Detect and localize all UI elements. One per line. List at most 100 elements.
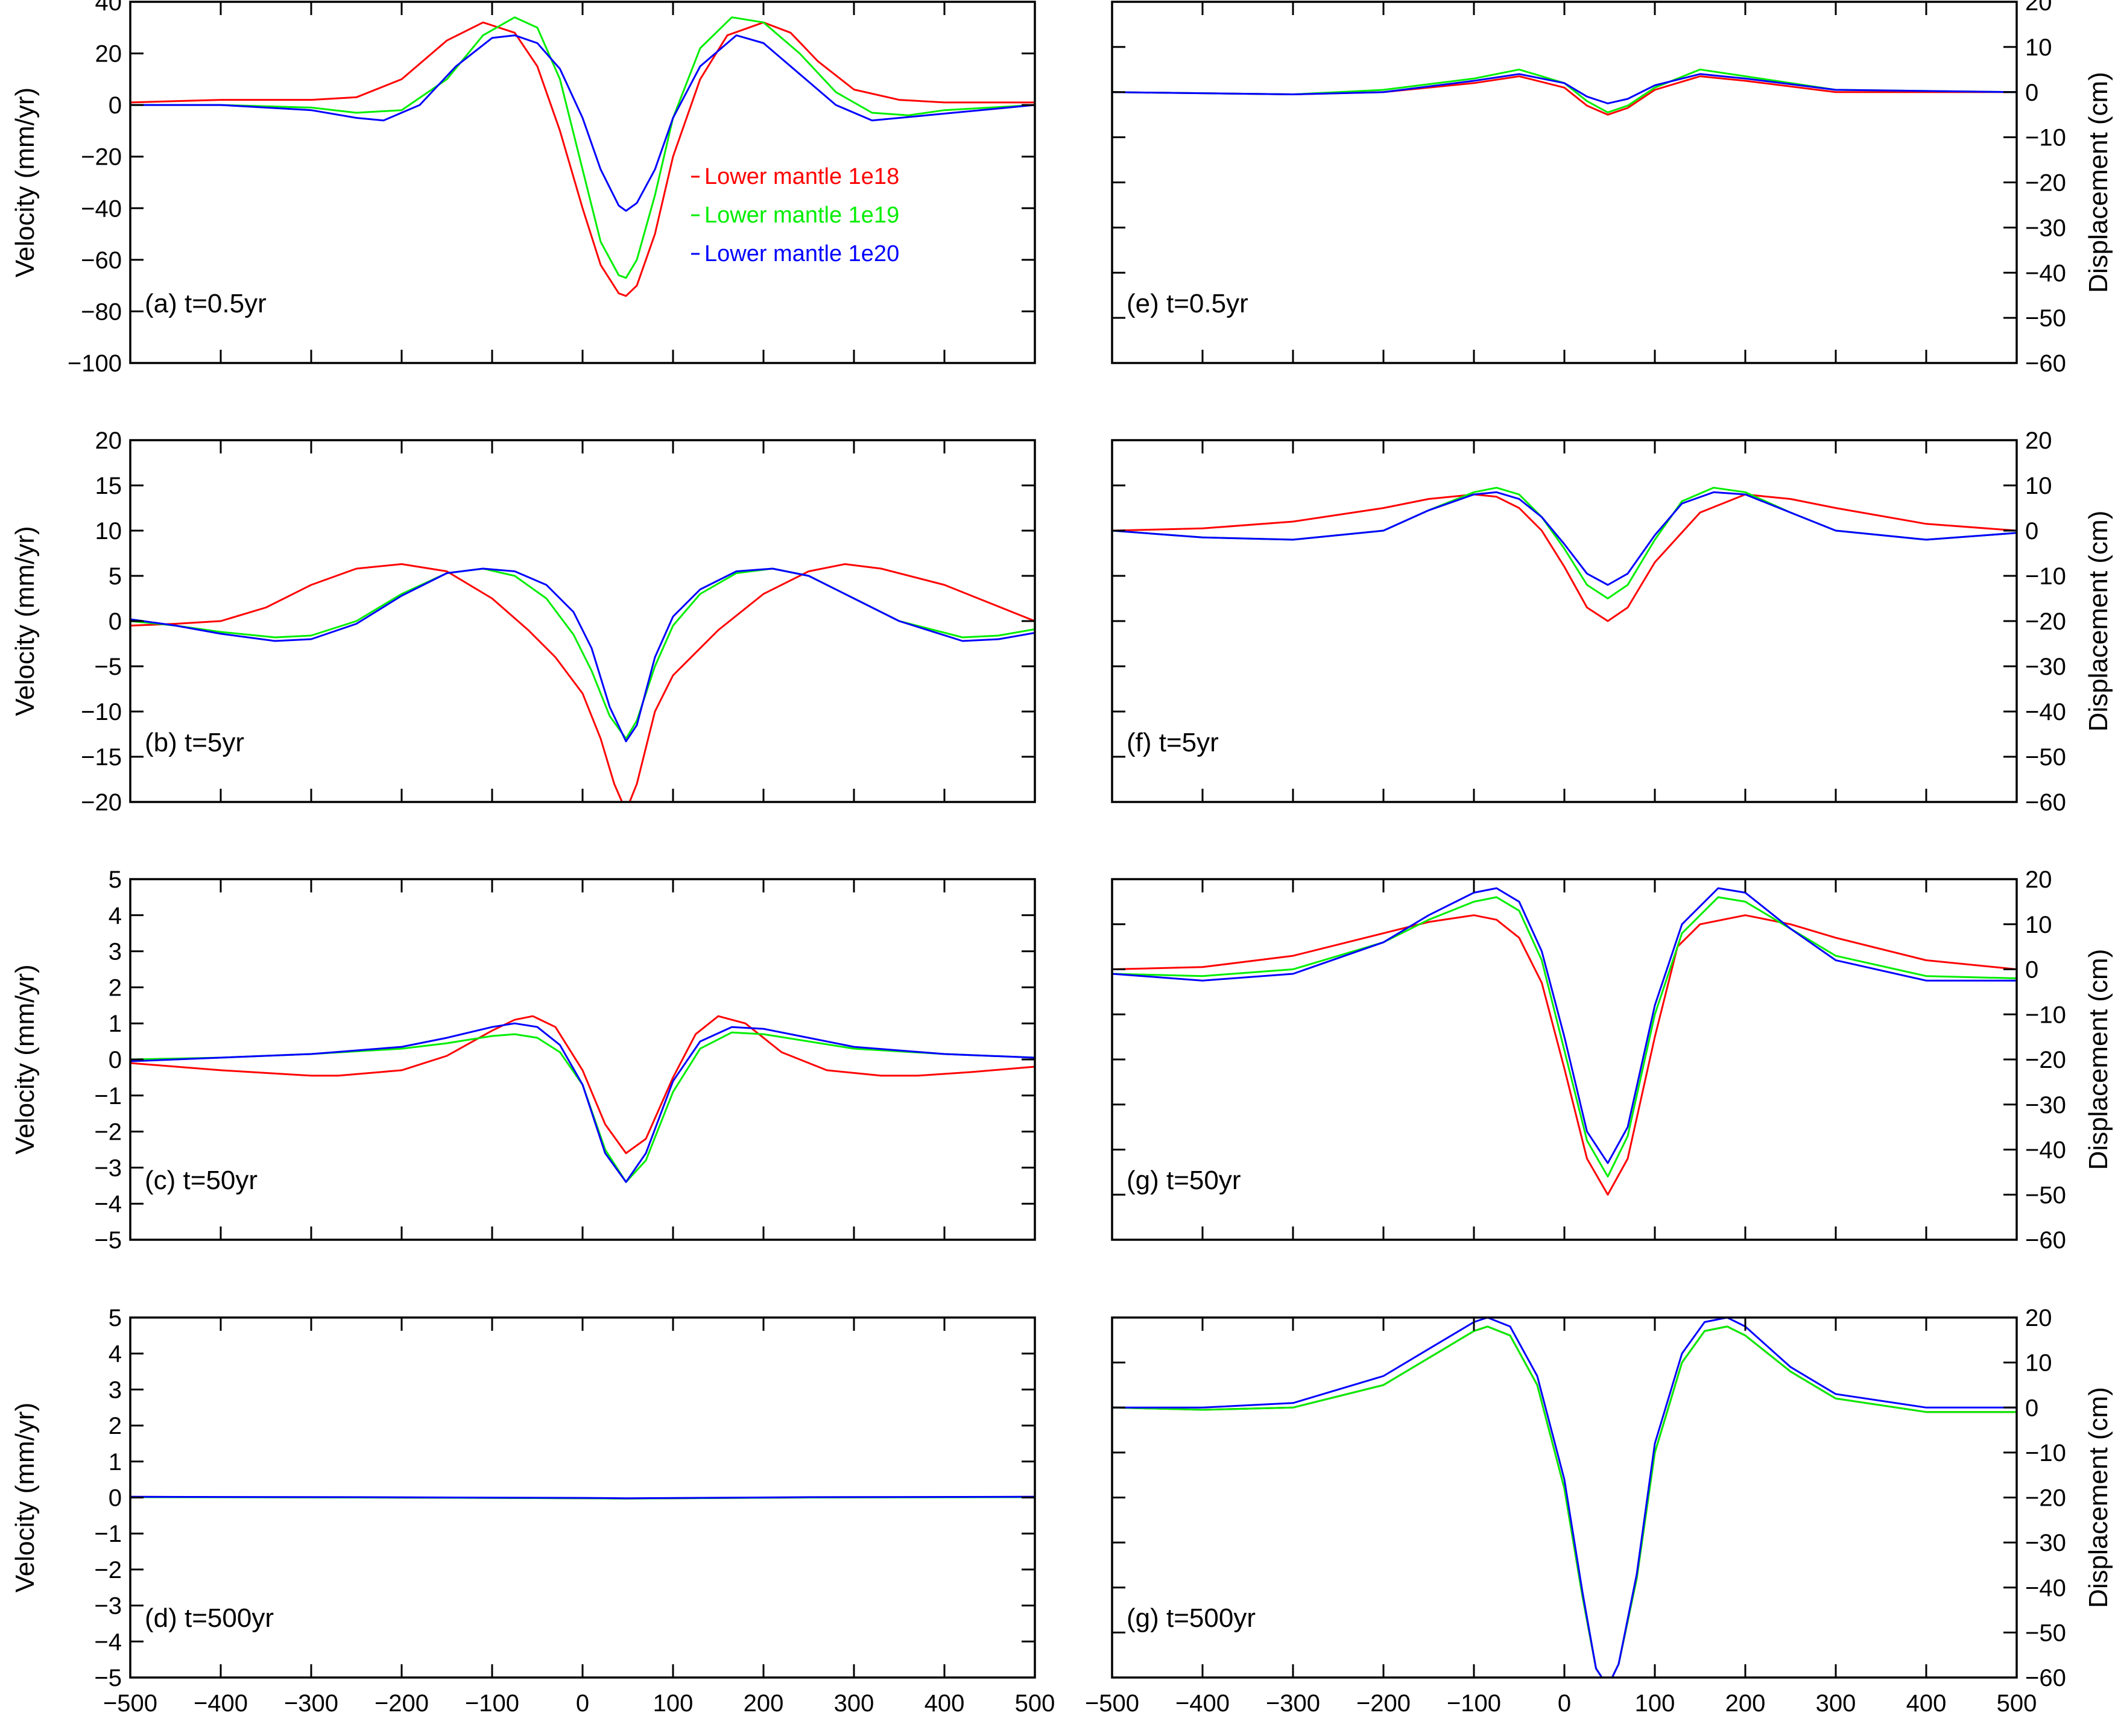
- y-tick-label: −2: [94, 1119, 122, 1146]
- x-tick-label: −200: [375, 1690, 429, 1717]
- x-tick-label: 500: [1015, 1690, 1055, 1717]
- y-axis-label: Displacement (cm): [2084, 511, 2113, 732]
- series-line-3: [130, 1495, 1035, 1500]
- x-tick-label: −500: [1085, 1690, 1139, 1717]
- series-line-2: [1112, 1325, 2017, 1678]
- legend-label-3: Lower mantle 1e20: [704, 241, 899, 267]
- y-tick-label: 0: [109, 1047, 122, 1073]
- y-tick-label: 1: [109, 1449, 122, 1476]
- y-tick-label: 4: [109, 1341, 122, 1368]
- series-line-1: [1112, 75, 2017, 116]
- y-tick-label: −3: [94, 1155, 122, 1181]
- y-axis-label: Displacement (cm): [2084, 1387, 2113, 1608]
- x-tick-label: 300: [1816, 1690, 1856, 1717]
- x-tick-label: −500: [103, 1690, 157, 1717]
- y-tick-label: 20: [2025, 0, 2052, 16]
- y-tick-label: −10: [2025, 125, 2066, 151]
- panel-label: (c) t=50yr: [145, 1166, 258, 1195]
- y-axis-label: Displacement (cm): [2084, 949, 2113, 1170]
- y-tick-label: 20: [95, 41, 122, 68]
- y-tick-label: −10: [2025, 563, 2066, 590]
- panel-d: −500 −400 −300 −200 −100 0 100 200 300 400 500 −5 −4…: [10, 1305, 1055, 1717]
- y-tick-label: −20: [81, 144, 122, 171]
- series-group: [130, 1495, 1035, 1500]
- plot-frame: [129, 878, 1036, 1241]
- series-line-2: [1112, 896, 2017, 1178]
- y-tick-label: 3: [109, 1377, 122, 1403]
- panel-label: (e) t=0.5yr: [1127, 289, 1248, 318]
- series-line-1: [130, 21, 1035, 297]
- y-tick-label: −100: [68, 350, 122, 377]
- y-tick-label: −60: [2025, 789, 2066, 816]
- x-tick-label: 200: [744, 1690, 784, 1717]
- y-tick-label: −10: [81, 699, 122, 725]
- series-line-3: [130, 567, 1035, 742]
- x-tick-label: 400: [925, 1690, 965, 1717]
- series-line-2: [1112, 68, 2017, 113]
- y-tick-label: 5: [109, 1305, 122, 1331]
- legend-label-2: Lower mantle 1e19: [704, 203, 899, 228]
- series-line-1: [130, 1015, 1035, 1154]
- panel-label: (f) t=5yr: [1127, 728, 1219, 757]
- panel-label: (a) t=0.5yr: [145, 289, 267, 318]
- y-axis-label: Velocity (mm/yr): [10, 1403, 40, 1592]
- y-tick-label: 10: [95, 518, 122, 544]
- series-line-2: [130, 1031, 1035, 1183]
- y-tick-label: −40: [81, 195, 122, 222]
- series-group: [1112, 487, 2017, 622]
- panel-e: −60 −50 −40 −30 −20 −10 0 10 20 Displacement (cm)…: [1111, 0, 2113, 377]
- y-tick-label: −15: [81, 744, 122, 771]
- y-tick-label: 0: [2025, 957, 2038, 983]
- y-tick-label: 20: [2025, 1305, 2052, 1331]
- series-line-3: [1112, 1318, 2017, 1678]
- legend-label-1: Lower mantle 1e18: [704, 164, 899, 189]
- y-tick-label: −5: [94, 1665, 122, 1691]
- y-tick-label: 1: [109, 1011, 122, 1037]
- y-tick-label: 10: [2025, 1350, 2052, 1377]
- y-tick-label: −30: [2025, 1092, 2066, 1119]
- series-line-2: [130, 567, 1035, 740]
- series-group: [130, 16, 1035, 297]
- series-group: [1112, 1318, 2017, 1678]
- series-line-1: [1112, 914, 2017, 1196]
- y-tick-label: −30: [2025, 1530, 2066, 1556]
- y-tick-label: −20: [2025, 608, 2066, 635]
- y-tick-label: 15: [95, 473, 122, 499]
- series-group: [1112, 68, 2017, 116]
- y-tick-label: 20: [95, 428, 122, 454]
- y-tick-label: −30: [2025, 215, 2066, 241]
- y-tick-label: 0: [109, 1485, 122, 1512]
- y-tick-label: −1: [94, 1083, 122, 1109]
- y-tick-label: −10: [2025, 1002, 2066, 1028]
- panel-label: (g) t=50yr: [1127, 1166, 1241, 1195]
- series-line-3: [1112, 887, 2017, 1164]
- x-tick-label: 500: [1997, 1690, 2037, 1717]
- y-tick-label: −1: [94, 1521, 122, 1547]
- y-tick-label: −5: [94, 1227, 122, 1254]
- y-tick-label: −10: [2025, 1440, 2066, 1466]
- y-tick-label: 0: [2025, 1395, 2038, 1421]
- y-tick-label: 0: [109, 92, 122, 119]
- y-tick-label: 20: [2025, 866, 2052, 893]
- y-tick-label: −40: [2025, 1575, 2066, 1602]
- plot-frame: [1111, 439, 2018, 803]
- y-tick-label: −80: [81, 298, 122, 325]
- panel-a: −100 −80 −60 −40 −20 0 20 40 Velocity (mm/yr) (a)…: [10, 0, 1036, 377]
- panel-g: −60 −50 −40 −30 −20 −10 0 10 20 Displacement (cm)…: [1111, 866, 2113, 1254]
- x-tick-label: 0: [576, 1690, 589, 1717]
- series-line-3: [130, 1022, 1035, 1183]
- y-tick-label: 10: [2025, 912, 2052, 938]
- y-tick-label: −50: [2025, 1620, 2066, 1646]
- y-axis-label: Velocity (mm/yr): [10, 964, 40, 1154]
- y-tick-label: 4: [109, 903, 122, 929]
- y-tick-label: −60: [2025, 1665, 2066, 1691]
- y-tick-label: 3: [109, 939, 122, 965]
- y-tick-label: −40: [2025, 699, 2066, 725]
- x-tick-label: 400: [1906, 1690, 1947, 1717]
- y-tick-label: −20: [2025, 1485, 2066, 1512]
- y-tick-label: 0: [2025, 518, 2038, 544]
- x-tick-label: −300: [1266, 1690, 1320, 1717]
- y-tick-label: 0: [109, 608, 122, 635]
- plot-frame: [1111, 878, 2018, 1241]
- x-tick-label: −100: [1447, 1690, 1501, 1717]
